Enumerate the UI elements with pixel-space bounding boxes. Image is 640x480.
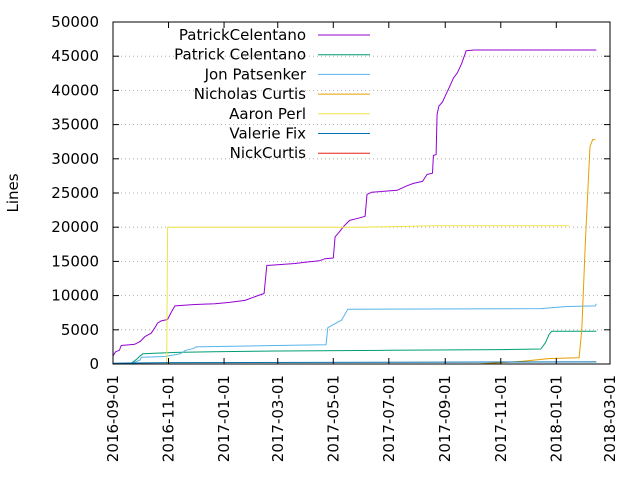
legend-label: NickCurtis bbox=[230, 144, 307, 162]
x-tick-label: 2017-03-01 bbox=[269, 375, 287, 462]
y-tick-label: 15000 bbox=[51, 252, 99, 270]
x-tick-label: 2018-03-01 bbox=[601, 375, 619, 462]
y-tick-label: 25000 bbox=[51, 184, 99, 202]
y-tick-label: 45000 bbox=[51, 47, 99, 65]
y-tick-label: 40000 bbox=[51, 81, 99, 99]
series-line-5 bbox=[112, 361, 597, 364]
y-tick-label: 50000 bbox=[51, 13, 99, 31]
x-tick-label: 2017-09-01 bbox=[436, 375, 454, 462]
legend-label: Patrick Celentano bbox=[174, 46, 306, 64]
legend-label: Aaron Perl bbox=[229, 105, 306, 123]
series-line-2 bbox=[130, 303, 597, 365]
x-tick-labels: 2016-09-01 2016-11-01 2017-01-01 2017-03-01… bbox=[104, 375, 619, 462]
x-tick-label: 2017-01-01 bbox=[215, 375, 233, 462]
y-tick-label: 5000 bbox=[61, 321, 99, 339]
y-tick-label: 30000 bbox=[51, 150, 99, 168]
x-tick-label: 2017-05-01 bbox=[324, 375, 342, 462]
series-line-0 bbox=[112, 49, 597, 357]
grid-lines bbox=[113, 55, 610, 331]
y-tick-label: 35000 bbox=[51, 116, 99, 134]
y-axis-label: Lines bbox=[4, 173, 22, 212]
series-line-1 bbox=[130, 330, 597, 365]
x-tick-label: 2017-07-01 bbox=[380, 375, 398, 462]
series-lines bbox=[112, 49, 597, 365]
legend-label: Valerie Fix bbox=[229, 125, 306, 143]
y-tick-label: 0 bbox=[89, 355, 99, 373]
x-tick-label: 2016-11-01 bbox=[160, 375, 178, 462]
series-line-3 bbox=[478, 139, 596, 365]
y-tick-label: 20000 bbox=[51, 218, 99, 236]
legend-label: Nicholas Curtis bbox=[194, 85, 306, 103]
x-tick-label: 2017-11-01 bbox=[492, 375, 510, 462]
legend-label: Jon Patsenker bbox=[204, 65, 307, 83]
legend-label: PatrickCelentano bbox=[179, 26, 306, 44]
y-tick-label: 10000 bbox=[51, 287, 99, 305]
y-tick-labels: 0 5000 10000 15000 20000 25000 30000 35000 40000… bbox=[51, 13, 99, 373]
series-line-4 bbox=[166, 225, 569, 365]
axis-ticks bbox=[112, 21, 611, 365]
x-tick-label: 2016-09-01 bbox=[104, 375, 122, 462]
x-tick-label: 2018-01-01 bbox=[547, 375, 565, 462]
